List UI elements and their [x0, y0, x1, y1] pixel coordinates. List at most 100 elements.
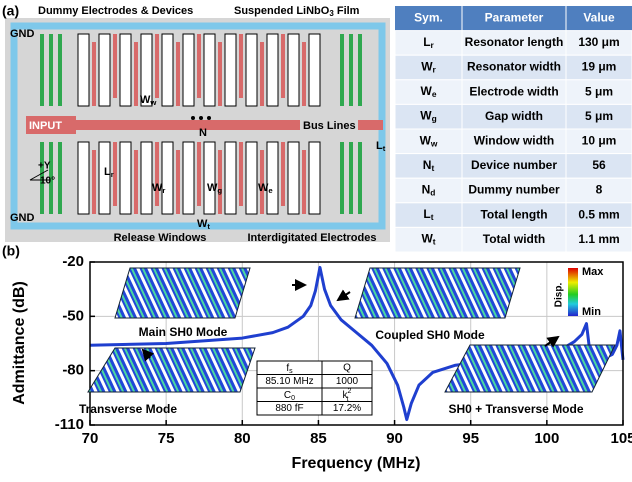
- label: 880 fF: [275, 403, 303, 414]
- electrode-finger: [197, 34, 201, 98]
- y-tick-label: -80: [62, 362, 84, 379]
- electrode-finger: [134, 42, 138, 106]
- label: 8: [596, 183, 603, 197]
- annotation: Max: [582, 266, 604, 278]
- label: Total length: [480, 207, 547, 221]
- electrode-finger: [281, 34, 285, 98]
- release-window: [246, 142, 257, 214]
- electrode-finger: [302, 42, 306, 106]
- release-window: [267, 34, 278, 106]
- release-window: [183, 34, 194, 106]
- annotation: Disp.: [554, 283, 565, 308]
- dummy-electrode: [349, 142, 353, 214]
- electrode-finger: [260, 42, 264, 106]
- label: Suspended LiNbO3 Film: [234, 5, 360, 18]
- x-tick-label: 100: [534, 430, 559, 447]
- electrode-finger: [197, 142, 201, 206]
- dummy-electrode: [349, 34, 353, 106]
- label: N: [199, 127, 207, 139]
- mode-image: [355, 268, 520, 318]
- electrode-finger: [239, 142, 243, 206]
- release-window: [309, 142, 320, 214]
- release-window: [225, 142, 236, 214]
- release-window: [288, 142, 299, 214]
- label: Resonator width: [467, 60, 561, 74]
- x-tick-label: 85: [310, 430, 327, 447]
- label: 10°: [40, 176, 55, 187]
- label: Dummy number: [468, 183, 560, 197]
- y-tick-label: -50: [62, 307, 84, 324]
- dummy-electrode: [58, 142, 62, 214]
- release-window: [120, 142, 131, 214]
- annotation: SH0 + Transverse Mode: [448, 402, 583, 416]
- release-window: [246, 34, 257, 106]
- label: 5 μm: [585, 109, 613, 123]
- release-window: [204, 34, 215, 106]
- x-tick-label: 95: [462, 430, 479, 447]
- label: Dummy Electrodes & Devices: [38, 5, 193, 17]
- y-tick-label: -110: [55, 416, 84, 433]
- electrode-finger: [239, 34, 243, 98]
- release-window: [78, 142, 89, 214]
- label: 0.5 mm: [578, 207, 619, 221]
- colorbar: [568, 268, 578, 316]
- x-tick-label: 90: [386, 430, 403, 447]
- electrode-finger: [113, 34, 117, 98]
- mode-image: [445, 345, 615, 392]
- dummy-electrode: [340, 34, 344, 106]
- annotation: Coupled SH0 Mode: [375, 328, 485, 342]
- label: Bus Lines: [303, 120, 356, 132]
- annotation: Min: [582, 306, 601, 318]
- release-window: [225, 34, 236, 106]
- release-window: [288, 34, 299, 106]
- dummy-electrode: [340, 142, 344, 214]
- table-header: Value: [583, 10, 615, 24]
- release-window: [267, 142, 278, 214]
- x-tick-label: 70: [82, 430, 99, 447]
- label: GND: [10, 212, 35, 224]
- release-window: [204, 142, 215, 214]
- release-window: [99, 34, 110, 106]
- label: Gap width: [485, 109, 543, 123]
- label: 5 μm: [585, 84, 613, 98]
- annotation: Transverse Mode: [79, 402, 177, 416]
- mode-image: [88, 348, 255, 392]
- panel-label: (a): [2, 3, 19, 19]
- y-tick-label: -20: [62, 253, 84, 270]
- label: Device number: [471, 158, 557, 172]
- release-window: [162, 34, 173, 106]
- table-header: Sym.: [414, 10, 443, 24]
- label: Interdigitated Electrodes: [248, 232, 377, 244]
- label: 56: [592, 158, 606, 172]
- electrode-finger: [281, 142, 285, 206]
- label: 130 μm: [578, 35, 619, 49]
- dummy-electrode: [358, 142, 362, 214]
- label: INPUT: [29, 120, 62, 132]
- label: Total width: [483, 232, 545, 246]
- electrode-finger: [134, 150, 138, 214]
- label: GND: [10, 28, 35, 40]
- label: Electrode width: [469, 84, 558, 98]
- electrode-finger: [155, 142, 159, 206]
- figure: (a) Dummy Electrodes & Devices Suspended…: [0, 0, 632, 477]
- electrode-finger: [155, 34, 159, 98]
- x-tick-label: 80: [234, 430, 251, 447]
- dummy-electrode: [49, 34, 53, 106]
- label: Release Windows: [114, 232, 207, 244]
- panel-label: (b): [2, 243, 20, 259]
- electrode-finger: [302, 150, 306, 214]
- label: +Y: [38, 161, 51, 172]
- label: 85.10 MHz: [265, 376, 313, 387]
- mode-image: [115, 268, 250, 318]
- dummy-electrode: [40, 34, 44, 106]
- release-window: [309, 34, 320, 106]
- electrode-finger: [176, 42, 180, 106]
- table-header: Parameter: [485, 10, 544, 24]
- annotation: Main SH0 Mode: [139, 325, 228, 339]
- label: Window width: [474, 133, 555, 147]
- release-window: [120, 34, 131, 106]
- label: 19 μm: [582, 60, 617, 74]
- dummy-electrode: [358, 34, 362, 106]
- x-tick-label: 75: [158, 430, 175, 447]
- label: Q: [343, 362, 351, 373]
